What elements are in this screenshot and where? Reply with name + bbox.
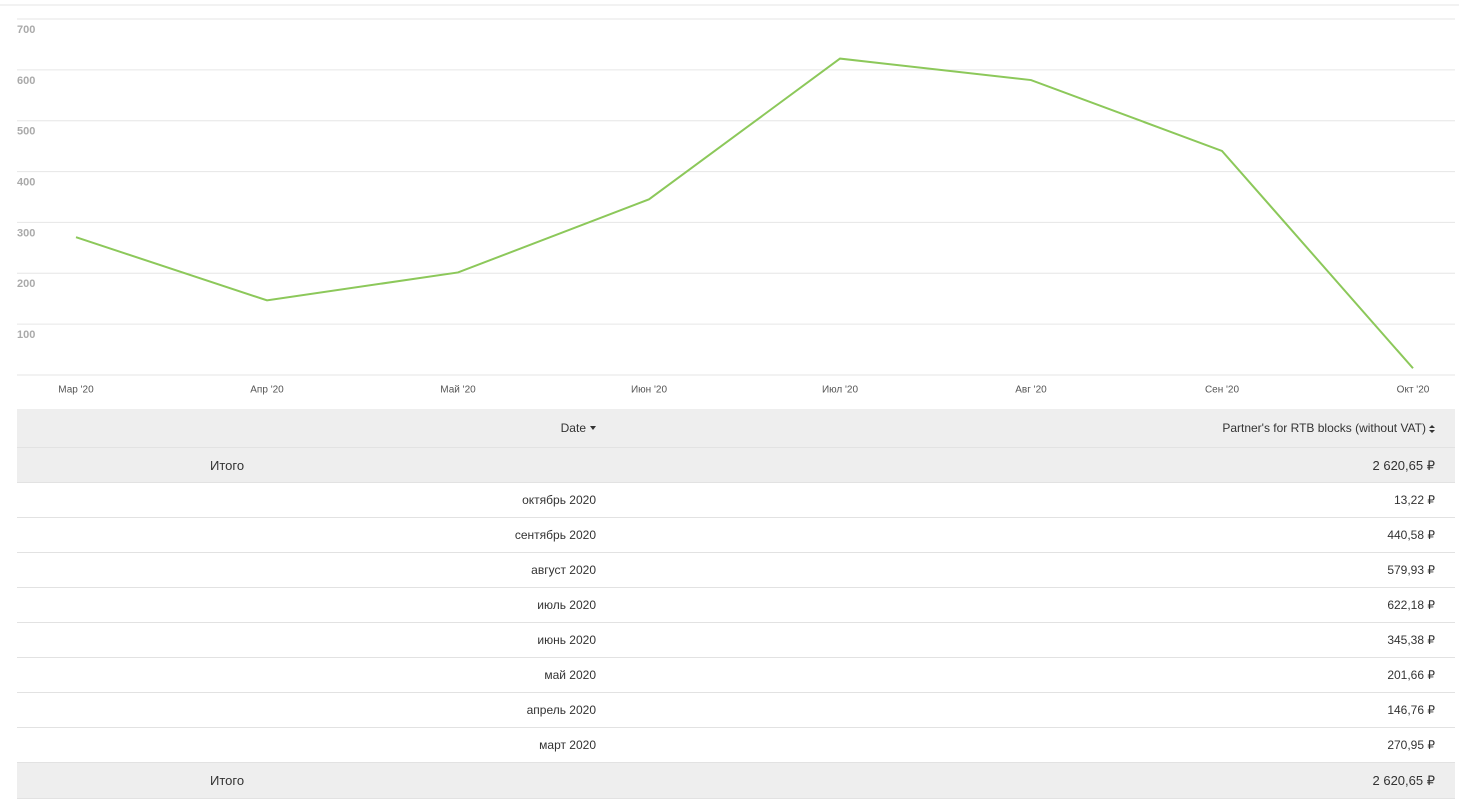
column-header[interactable]: Date — [561, 409, 596, 448]
summary-value: 2 620,65 ₽ — [1372, 458, 1436, 473]
y-tick-label: 100 — [17, 329, 35, 341]
table-row: август 2020 579,93 ₽ — [17, 553, 1455, 588]
footer-label: Итого — [210, 773, 245, 788]
value-cell: 13,22 ₽ — [1394, 493, 1435, 507]
line — [75, 57, 1414, 369]
y-tick-label: 200 — [17, 278, 35, 290]
rows: октябрь 2020 13,22 ₽ сентябрь 2020 440,58 ₽… — [17, 483, 1455, 763]
x-tick-label: Окт '20 — [1397, 385, 1430, 396]
value-cell: 440,58 ₽ — [1387, 528, 1435, 542]
x-tick-label: Мар '20 — [58, 385, 94, 396]
table-row: октябрь 2020 13,22 ₽ — [17, 483, 1455, 518]
table-row: июнь 2020 345,38 ₽ — [17, 623, 1455, 658]
date-cell: май 2020 — [544, 668, 596, 682]
y-tick-label: 500 — [17, 126, 35, 138]
footer-row: Итого 2 620,65 ₽ — [17, 763, 1455, 799]
column-header[interactable]: Partner's for RTB blocks (without VAT) — [1222, 409, 1435, 448]
date-cell: август 2020 — [531, 563, 596, 577]
x-tick-label: Авг '20 — [1015, 385, 1047, 396]
date-cell: март 2020 — [539, 738, 596, 752]
sort-icon — [1429, 425, 1435, 433]
value-cell: 146,76 ₽ — [1387, 703, 1435, 717]
summary-row: Итого 2 620,65 ₽ — [17, 448, 1455, 483]
y-tick-label: 600 — [17, 75, 35, 87]
table-row: май 2020 201,66 ₽ — [17, 658, 1455, 693]
date-cell: сентябрь 2020 — [514, 528, 596, 542]
x-tick-label: Апр '20 — [250, 385, 284, 396]
date-cell: апрель 2020 — [526, 703, 596, 717]
value-cell: 622,18 ₽ — [1387, 598, 1435, 612]
chart: 100 200 300 400 500 600 700 Мар '20 Апр '20 Май '… — [0, 4, 1459, 396]
y-tick-label: 400 — [17, 176, 35, 188]
sort-caret — [590, 426, 596, 430]
table-row: март 2020 270,95 ₽ — [17, 728, 1455, 763]
table: Date Partner's for RTB blocks (without V… — [17, 409, 1455, 799]
header-row: Date Partner's for RTB blocks (without V… — [17, 409, 1455, 448]
header-text: Date — [560, 421, 586, 435]
header-text: Partner's for RTB blocks (without VAT) — [1222, 421, 1426, 435]
y-tick-label: 300 — [17, 227, 35, 239]
table-row: апрель 2020 146,76 ₽ — [17, 693, 1455, 728]
value-cell: 345,38 ₽ — [1387, 633, 1435, 647]
value-cell: 270,95 ₽ — [1387, 738, 1435, 752]
x-tick-label: Май '20 — [440, 385, 476, 396]
y-tick-label: 700 — [17, 24, 35, 36]
x-tick-label: Июн '20 — [631, 385, 667, 396]
x-tick-label: Сен '20 — [1205, 385, 1240, 396]
date-cell: июль 2020 — [537, 598, 596, 612]
date-cell: июнь 2020 — [537, 633, 596, 647]
summary-label: Итого — [210, 458, 245, 473]
value-cell: 201,66 ₽ — [1387, 668, 1435, 682]
table-row: сентябрь 2020 440,58 ₽ — [17, 518, 1455, 553]
date-cell: октябрь 2020 — [522, 493, 596, 507]
x-tick-label: Июл '20 — [822, 385, 859, 396]
footer-value: 2 620,65 ₽ — [1372, 773, 1436, 788]
value-cell: 579,93 ₽ — [1387, 563, 1435, 577]
table-row: июль 2020 622,18 ₽ — [17, 588, 1455, 623]
